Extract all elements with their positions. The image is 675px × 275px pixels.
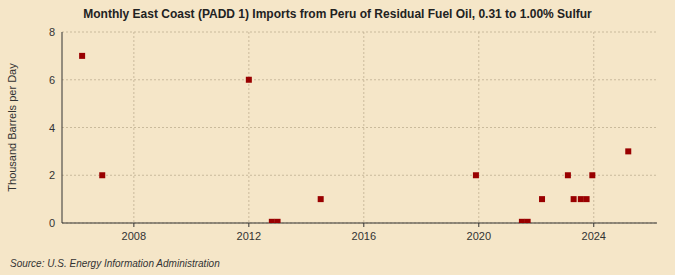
y-grid-line: [62, 79, 657, 80]
x-grid-line: [248, 32, 249, 223]
source: Source: U.S. Energy Information Administ…: [10, 258, 220, 269]
point: [99, 172, 105, 178]
x-tick-label: 2008: [122, 230, 146, 242]
point: [519, 219, 525, 223]
point: [246, 77, 252, 83]
point: [584, 196, 590, 202]
y-grid-line: [62, 32, 657, 33]
point: [565, 172, 571, 178]
point: [275, 219, 281, 223]
point: [571, 196, 577, 202]
y-tick-label: 4: [49, 122, 55, 134]
y-tick-label: 6: [49, 74, 55, 86]
point: [525, 219, 531, 223]
y-tick-label: 2: [49, 169, 55, 181]
point: [79, 53, 85, 59]
x-tick: [363, 223, 364, 227]
x-tick-label: 2024: [582, 230, 606, 242]
x-tick: [593, 223, 594, 227]
point: [473, 172, 479, 178]
grid: [62, 32, 657, 223]
x-tick: [133, 223, 134, 227]
x-axis-line: [62, 223, 657, 224]
x-grid-line: [593, 32, 594, 223]
point: [578, 196, 584, 202]
x-grid-line: [133, 32, 134, 223]
x-grid-line: [478, 32, 479, 223]
y-grid-line: [62, 223, 657, 224]
x-tick: [478, 223, 479, 227]
x-tick-label: 2016: [352, 230, 376, 242]
points: [79, 53, 631, 223]
point: [625, 148, 631, 154]
y-grid-line: [62, 127, 657, 128]
title: Monthly East Coast (PADD 1) Imports from…: [83, 7, 592, 21]
point: [318, 196, 324, 202]
y-axis-line: [62, 32, 63, 223]
y-tick-label: 0: [49, 217, 55, 229]
y-tick-label: 8: [49, 26, 55, 38]
point: [539, 196, 545, 202]
x-tick-label: 2012: [237, 230, 261, 242]
point: [269, 219, 275, 223]
point: [589, 172, 595, 178]
y-axis-label: Thousand Barrels per Day: [6, 63, 18, 192]
x-tick-label: 2020: [467, 230, 491, 242]
x-grid-line: [363, 32, 364, 223]
chart: 0 2 4 6 8 2008 2012 2016 2020 2024 Monthly East Co…: [0, 0, 675, 275]
x-tick: [248, 223, 249, 227]
